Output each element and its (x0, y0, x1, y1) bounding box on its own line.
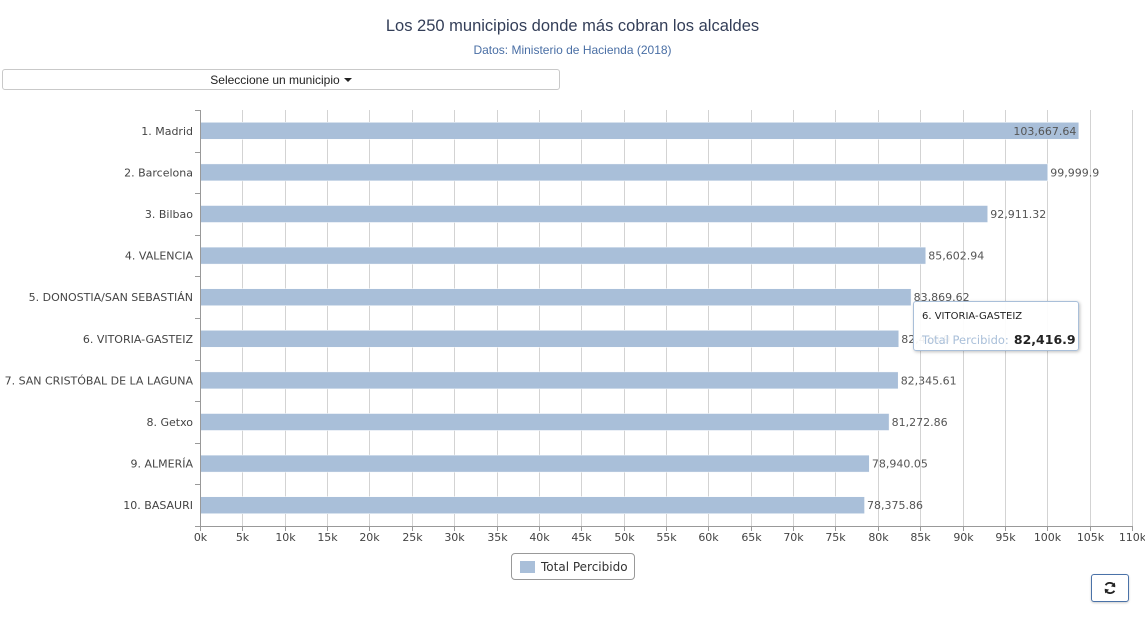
category-label: 1. Madrid (141, 125, 193, 138)
data-label: 78,375.86 (867, 499, 923, 512)
bar[interactable] (200, 288, 912, 306)
x-tick-label: 90k (953, 531, 974, 544)
x-tick-label: 20k (359, 531, 380, 544)
x-tick-label: 110k (1119, 531, 1145, 544)
chart-subtitle: Datos: Ministerio de Hacienda (2018) (473, 43, 672, 57)
municipio-dropdown[interactable]: Seleccione un municipio (2, 69, 560, 90)
x-tick-label: 10k (275, 531, 296, 544)
x-tick-label: 85k (910, 531, 931, 544)
category-label: 6. VITORIA-GASTEIZ (83, 333, 194, 346)
category-label: 10. BASAURI (123, 499, 193, 512)
bar[interactable] (200, 246, 927, 265)
x-tick-label: 0k (194, 531, 208, 544)
category-label: 7. SAN CRISTÓBAL DE LA LAGUNA (5, 374, 194, 387)
category-label: 4. VALENCIA (125, 250, 194, 263)
x-tick-label: 45k (571, 531, 592, 544)
x-tick-label: 60k (698, 531, 719, 544)
chart-title: Los 250 municipios donde más cobran los … (385, 17, 760, 35)
x-tick-label: 55k (656, 531, 677, 544)
x-tick-label: 25k (402, 531, 423, 544)
bar[interactable] (200, 496, 865, 514)
caret-down-icon (343, 77, 352, 82)
tooltip-title: 6. VITORIA-GASTEIZ (922, 311, 1023, 322)
category-labels: 1. Madrid 2. Barcelona 3. Bilbao 4. VALENCI… (5, 125, 194, 512)
bar[interactable] (200, 122, 1080, 140)
tooltip-series-label: Total Percibido: (922, 333, 1009, 347)
data-label: 83,869.62 (914, 291, 970, 304)
x-tick-label: 5k (236, 531, 250, 544)
data-label: 92,911.32 (990, 208, 1046, 221)
category-label: 2. Barcelona (124, 166, 193, 179)
bar[interactable] (200, 413, 890, 431)
data-label: 78,940.05 (872, 458, 928, 471)
category-label: 9. ALMERÍA (131, 458, 194, 471)
x-tick-label: 35k (487, 531, 508, 544)
bar[interactable] (200, 163, 1049, 182)
data-label: 82,345.61 (901, 374, 957, 387)
legend-swatch (520, 560, 535, 573)
x-tick-label: 105k (1077, 531, 1105, 544)
bar[interactable] (200, 330, 900, 348)
data-label: 85,602.94 (928, 250, 984, 263)
bars (200, 122, 1080, 514)
x-tick-label: 30k (444, 531, 465, 544)
legend-item-total-percibido[interactable]: Total Percibido (511, 553, 635, 580)
x-tick-label: 50k (614, 531, 635, 544)
refresh-icon (1104, 582, 1116, 594)
refresh-button[interactable] (1091, 574, 1129, 602)
x-tick-label: 40k (529, 531, 550, 544)
category-label: 5. DONOSTIA/SAN SEBASTIÁN (29, 291, 193, 304)
data-label: 81,272.86 (892, 416, 948, 429)
bar[interactable] (200, 371, 899, 390)
x-tick-label: 65k (741, 531, 762, 544)
x-tick-label: 70k (783, 531, 804, 544)
x-tick-label: 15k (317, 531, 338, 544)
x-tick-label: 80k (868, 531, 889, 544)
tooltip-value: 82,416.9 (1013, 332, 1076, 347)
tooltip: 6. VITORIA-GASTEIZ Total Percibido: 82,4… (913, 301, 1079, 351)
x-tick-label: 100k (1034, 531, 1062, 544)
bar[interactable] (200, 205, 988, 223)
category-label: 8. Getxo (147, 416, 194, 429)
x-tick-label: 75k (825, 531, 846, 544)
x-axis: 0k 5k 10k 15k 20k 25k 30k 35k 40k 45k 50k 55k 60k 65k… (194, 110, 1145, 544)
bar[interactable] (200, 454, 870, 473)
data-label: 99,999.9 (1050, 166, 1099, 179)
legend-label: Total Percibido (541, 559, 628, 574)
category-label: 3. Bilbao (145, 208, 193, 221)
x-tick-label: 95k (995, 531, 1016, 544)
data-label: 103,667.64 (1013, 125, 1076, 138)
municipio-dropdown-label: Seleccione un municipio (210, 72, 340, 87)
